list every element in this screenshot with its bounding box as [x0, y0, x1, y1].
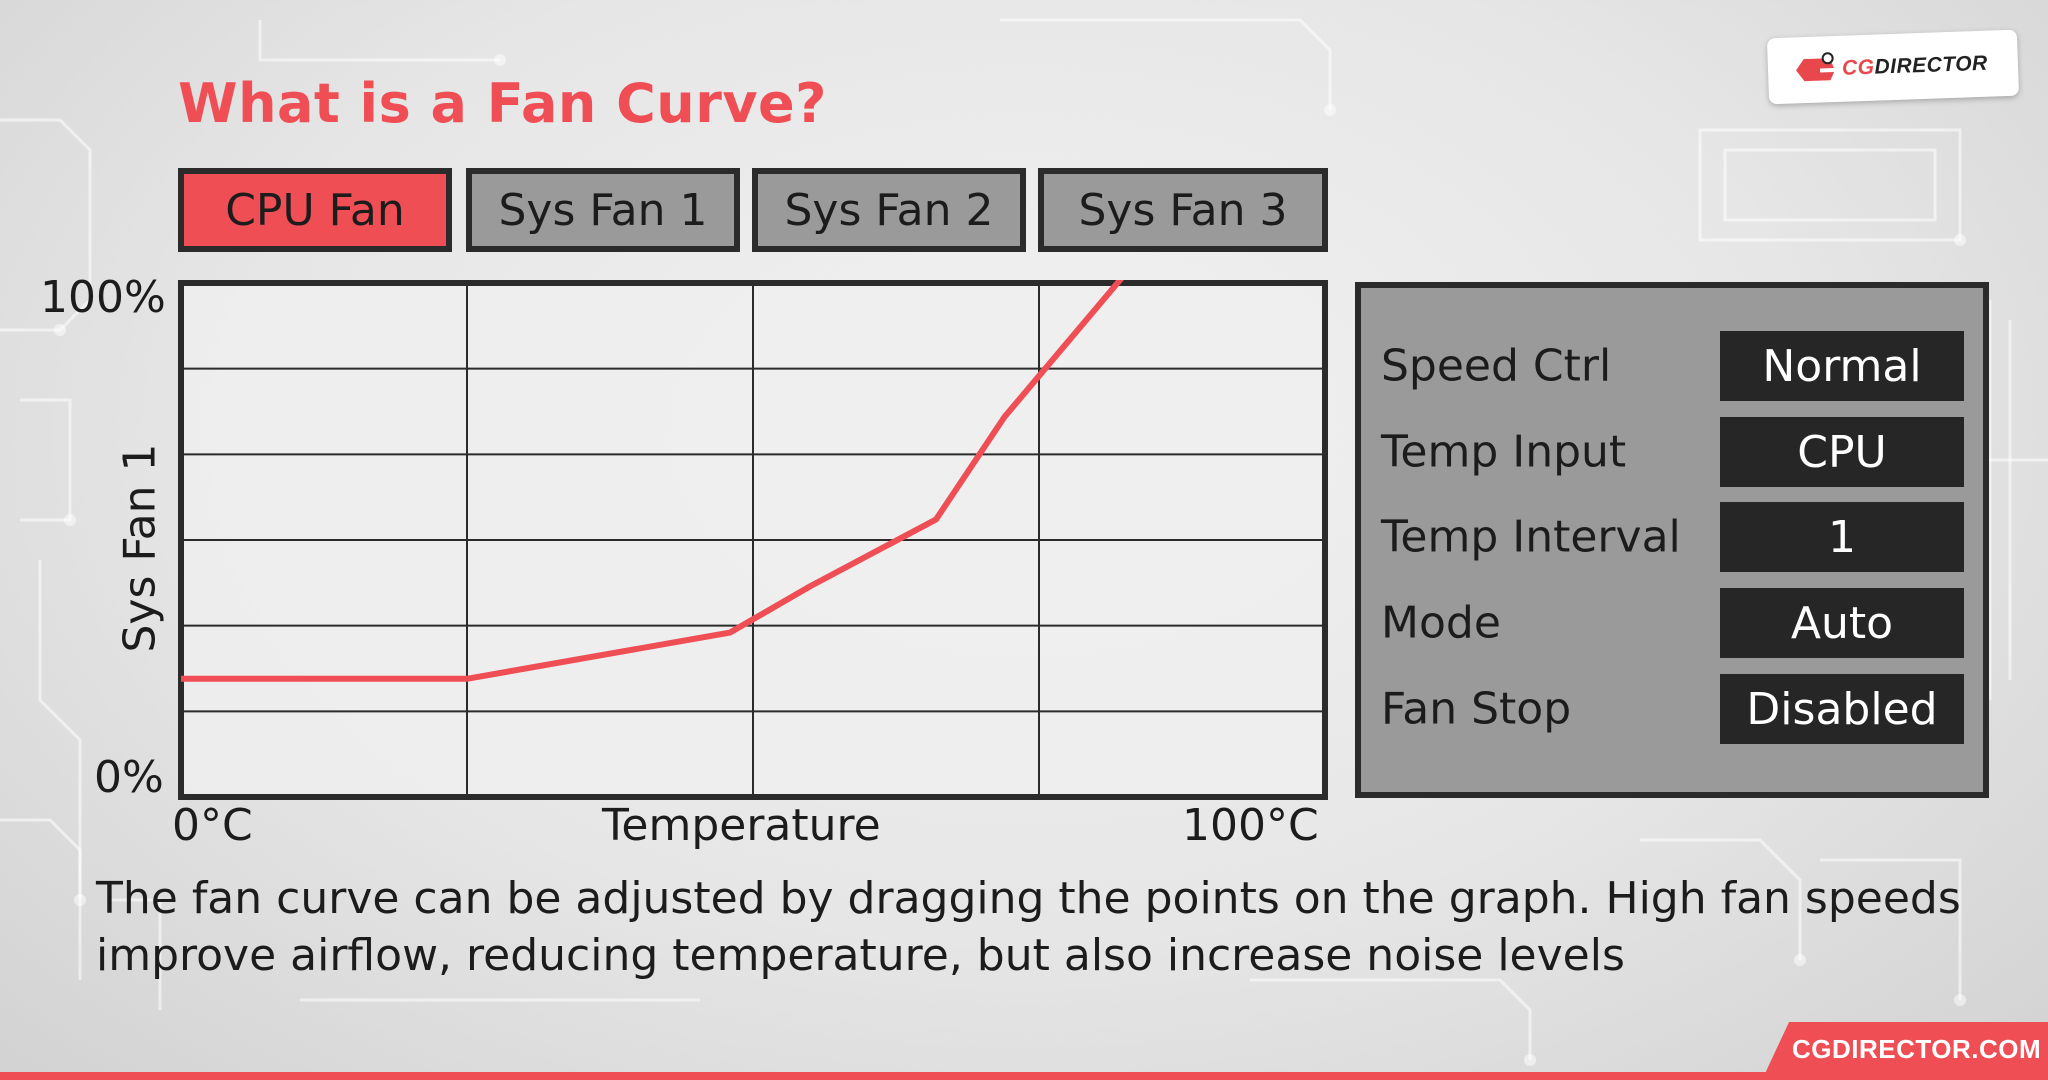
cgdirector-logo[interactable]: CGDIRECTOR [1766, 29, 2020, 105]
speed-ctrl-select[interactable]: Normal [1720, 331, 1964, 401]
cgdirector-logo-icon [1796, 52, 1835, 82]
fan-stop-select[interactable]: Disabled [1720, 674, 1964, 744]
chart-grid [181, 283, 1325, 797]
fan-curve-chart[interactable] [178, 280, 1328, 800]
temp-input-select[interactable]: CPU [1720, 417, 1964, 487]
x-axis-title: Temperature [602, 800, 881, 851]
setting-label: Fan Stop [1381, 683, 1572, 735]
y-tick-label-min: 0% [94, 752, 164, 803]
x-tick-label-max: 100°C [1182, 800, 1319, 851]
y-axis-title-text: Sys Fan 1 [114, 443, 166, 653]
y-tick-label-max: 100% [40, 272, 166, 323]
setting-label: Temp Interval [1381, 511, 1681, 563]
setting-row-speed-ctrl: Speed Ctrl Normal [1361, 331, 1983, 401]
tab-sys-fan-3[interactable]: Sys Fan 3 [1038, 168, 1328, 252]
setting-label: Temp Input [1381, 426, 1627, 478]
setting-row-fan-stop: Fan Stop Disabled [1361, 674, 1983, 744]
mode-select[interactable]: Auto [1720, 588, 1964, 658]
setting-row-temp-input: Temp Input CPU [1361, 417, 1983, 487]
footer-accent-bar [0, 1072, 2048, 1080]
page-title: What is a Fan Curve? [178, 72, 828, 135]
setting-row-temp-interval: Temp Interval 1 [1361, 502, 1983, 572]
temp-interval-select[interactable]: 1 [1720, 502, 1964, 572]
setting-label: Mode [1381, 597, 1501, 649]
description-text: The fan curve can be adjusted by draggin… [96, 873, 1961, 981]
tab-sys-fan-1[interactable]: Sys Fan 1 [466, 168, 740, 252]
setting-row-mode: Mode Auto [1361, 588, 1983, 658]
setting-label: Speed Ctrl [1381, 340, 1612, 392]
footer-url[interactable]: CGDIRECTOR.COM [1792, 1034, 2042, 1064]
tab-sys-fan-2[interactable]: Sys Fan 2 [752, 168, 1026, 252]
chart-frame [178, 280, 1328, 800]
tab-cpu-fan[interactable]: CPU Fan [178, 168, 452, 252]
x-tick-label-min: 0°C [172, 800, 253, 851]
fan-curve-line[interactable] [181, 280, 1131, 682]
fan-settings-panel: Speed Ctrl Normal Temp Input CPU Temp In… [1355, 282, 1989, 798]
logo-wordmark: CGDIRECTOR [1841, 51, 1989, 80]
